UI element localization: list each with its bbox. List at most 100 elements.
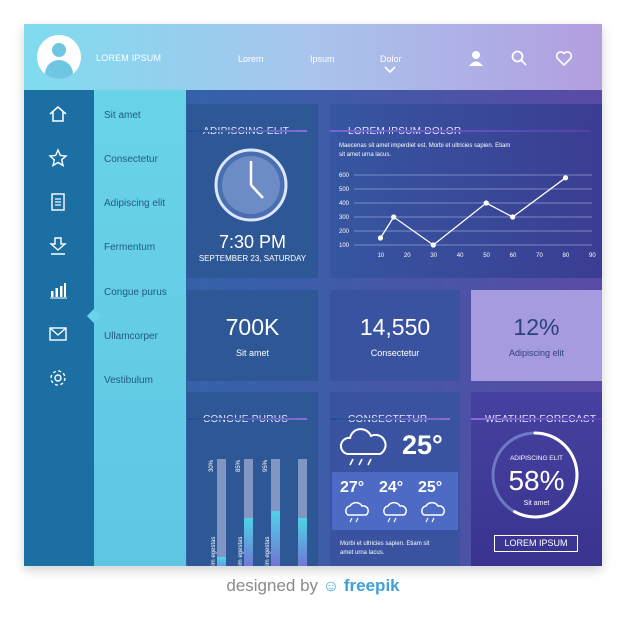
series-line <box>379 177 566 246</box>
line-panel-text-1: Maecenas sit amet imperdiet est. Morbi e… <box>339 143 511 149</box>
y-tick-label: 300 <box>339 215 350 221</box>
submenu-item-adipiscing-elit[interactable]: Adipiscing elit <box>104 198 166 209</box>
x-tick-label: 90 <box>589 253 596 259</box>
bar-fill <box>298 518 307 566</box>
nav-link-lorem[interactable]: Lorem <box>238 54 264 64</box>
forecast-temp-1: 27° <box>340 479 365 496</box>
avatar[interactable] <box>37 35 81 79</box>
weather-panel: WEATHER FORECAST ADIPISCING ELIT 58% Sit… <box>471 392 602 566</box>
x-tick-label: 20 <box>404 253 411 259</box>
stat-card-3: 12% Adipiscing elit <box>471 290 602 381</box>
divider <box>471 418 602 420</box>
brand-title: LOREM IPSUM <box>96 53 162 63</box>
ring-sub-label: Sit amet <box>523 500 550 507</box>
star-icon[interactable] <box>48 148 68 168</box>
clock-panel: ADIPISCING ELIT 7:30 PM SEPTEMBER 23, SA… <box>187 104 318 278</box>
rain-cloud-icon <box>421 501 445 523</box>
rain-cloud-icon <box>383 501 407 523</box>
divider <box>187 418 307 420</box>
line-chart-panel: LOREM IPSUM DOLOR Maecenas sit amet impe… <box>330 104 602 278</box>
bar-percent-label: 30% <box>209 459 216 473</box>
bar-label: Enim egestas <box>211 536 217 566</box>
clock-date: SEPTEMBER 23, SATURDAY <box>198 254 307 263</box>
divider <box>330 130 590 132</box>
heart-icon[interactable] <box>555 49 573 67</box>
ring-percent: 58% <box>508 465 565 496</box>
footer-prefix: designed by <box>226 576 319 595</box>
submenu-item-congue-purus[interactable]: Congue purus <box>104 287 167 298</box>
gear-icon[interactable] <box>48 368 68 388</box>
bar-track <box>271 459 280 566</box>
stat-label-3: Adipiscing elit <box>508 348 565 358</box>
progress-ring <box>491 431 579 519</box>
chevron-down-icon[interactable] <box>384 66 396 74</box>
user-icon[interactable] <box>467 49 485 67</box>
bar-track <box>217 459 226 566</box>
rain-cloud-icon <box>339 428 387 466</box>
rain-cloud-icon <box>345 501 369 523</box>
lorem-ipsum-button[interactable]: LOREM IPSUM <box>494 535 578 552</box>
submenu-item-ullamcorper[interactable]: Ullamcorper <box>104 331 158 342</box>
temperature-panel: CONSECTETUR 25° 27° 24° 25° Morbi et ult… <box>330 392 460 566</box>
bar-label: Enim egestas <box>265 536 271 566</box>
icon-rail <box>24 90 94 566</box>
line-panel-text-2: sit amet urna lacus. <box>339 152 392 158</box>
stat-value-1: 700K <box>225 314 280 340</box>
search-icon[interactable] <box>510 49 528 67</box>
forecast-temp-3: 25° <box>418 479 443 496</box>
bar-track <box>298 459 307 566</box>
divider <box>187 130 307 132</box>
temp-panel-text-2: amet urna lacus. <box>340 550 385 556</box>
stat-card-2: 14,550 Consectetur <box>330 290 460 381</box>
home-icon[interactable] <box>48 104 68 124</box>
mail-icon[interactable] <box>48 324 68 344</box>
bar-percent-label: 85% <box>236 459 243 473</box>
x-tick-label: 70 <box>536 253 543 259</box>
footer-credit: designed by ☺ freepik <box>0 576 626 596</box>
submenu-item-sit-amet[interactable]: Sit amet <box>104 110 141 121</box>
data-point <box>377 235 384 241</box>
y-tick-label: 600 <box>339 173 350 179</box>
document-icon[interactable] <box>48 192 68 212</box>
submenu-item-consectetur[interactable]: Consectetur <box>104 154 158 165</box>
bar-label: Enim egestas <box>238 536 244 566</box>
x-tick-label: 80 <box>563 253 570 259</box>
data-point <box>430 242 436 248</box>
clock-icon <box>214 148 288 222</box>
y-tick-label: 500 <box>339 187 350 193</box>
bar-track <box>244 459 253 566</box>
line-chart: 100 200 300 400 500 600 10 20 30 40 50 60 70 80 90 <box>339 173 596 259</box>
forecast-temp-2: 24° <box>379 479 404 496</box>
data-point <box>391 214 397 220</box>
y-tick-label: 200 <box>339 229 350 235</box>
download-icon[interactable] <box>48 236 68 256</box>
temp-panel-text-1: Morbi et ultricies sapien. Etiam sit <box>340 541 430 547</box>
bar-fill <box>244 518 253 566</box>
stat-card-1: 700K Sit amet <box>187 290 318 381</box>
nav-link-dolor[interactable]: Dolor <box>380 54 402 64</box>
x-tick-label: 40 <box>457 253 464 259</box>
submenu: Sit amet Consectetur Adipiscing elit Fer… <box>86 90 186 566</box>
y-tick-label: 100 <box>339 243 350 249</box>
top-bar: LOREM IPSUM Lorem Ipsum Dolor <box>24 24 602 90</box>
nav-link-ipsum[interactable]: Ipsum <box>310 54 335 64</box>
data-point <box>510 214 516 220</box>
chart-icon[interactable] <box>48 280 68 300</box>
bar-percent-label: 95% <box>263 459 270 473</box>
submenu-item-fermentum[interactable]: Fermentum <box>104 242 156 253</box>
y-tick-label: 400 <box>339 201 350 207</box>
footer-brand: freepik <box>343 576 400 595</box>
submenu-item-vestibulum[interactable]: Vestibulum <box>104 375 153 386</box>
stat-label-2: Consectetur <box>370 348 420 358</box>
bar-fill <box>271 511 280 566</box>
current-temperature: 25° <box>402 430 443 460</box>
x-tick-label: 60 <box>510 253 517 259</box>
x-tick-label: 50 <box>483 253 490 259</box>
stat-label-1: Sit amet <box>235 348 269 358</box>
bar-fill <box>217 557 226 566</box>
data-point <box>562 175 569 181</box>
stat-value-2: 14,550 <box>359 314 431 340</box>
divider <box>330 418 450 420</box>
